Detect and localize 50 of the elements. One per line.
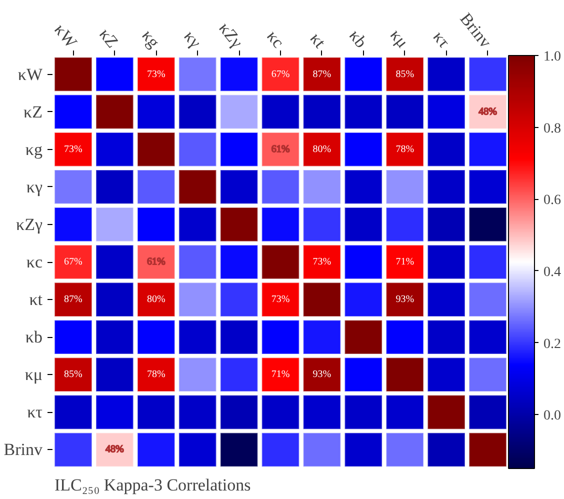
data-label: 87% [312,68,332,80]
y-tick-label: κγ [26,177,43,196]
y-tick-label: κμ [24,365,43,384]
data-label: 48% [106,444,124,456]
data-label: 80% [312,144,332,155]
data-label: 71% [396,256,414,268]
data-label: 85% [396,68,414,80]
x-tick-label: κτ [429,28,454,52]
data-label: 73% [146,68,166,80]
color-bar-label: 0.2 [544,336,561,352]
color-bar-label: 0.6 [544,193,561,208]
x-tick-label: κZ [95,24,122,52]
data-label: 73% [64,144,82,155]
y-tick-label: κZ [24,102,42,122]
color-bar-label: 0.4 [544,264,561,280]
y-tick-label: κt [29,290,43,310]
data-label: 61% [146,256,166,268]
data-label: 73% [271,294,290,306]
x-tick-label: κc [263,26,288,52]
color-bar-label: 0.0 [544,408,561,424]
data-label: 71% [271,369,290,380]
y-tick-label: Brinv [4,440,43,460]
y-tick-label: κb [25,328,43,347]
x-tick-label: κμ [386,26,412,52]
data-label: 93% [312,369,332,380]
data-label: 87% [64,294,82,306]
y-tick-label: κc [26,252,43,272]
text: ILC₂₅₀ Kappa-3 Correlations [54,476,251,494]
x-tick-label: κb [345,26,371,52]
data-label: 67% [64,256,82,268]
data-label: 61% [271,144,290,155]
data-label: 85% [64,369,82,380]
data-label: 48% [478,106,497,118]
color-bar-label: 0.8 [544,121,561,136]
y-tick-label: κτ [27,402,43,422]
x-tick-label: κγ [180,27,206,52]
x-tick-label: κt [306,29,330,52]
color-bar-label: 1.0 [544,50,561,64]
data-label: 78% [396,144,414,155]
x-tick-label: κg [138,26,164,52]
data-label: 67% [271,68,290,80]
y-tick-label: κW [18,64,44,84]
x-tick-label: κZγ [215,18,247,52]
y-tick-label: κZγ [16,214,43,234]
data-label: 93% [396,294,414,306]
data-label: 78% [146,369,166,380]
x-tick-label: κW [50,20,82,52]
data-label: 73% [312,256,332,268]
data-label: 80% [146,294,166,306]
y-tick-label: κg [25,140,43,159]
